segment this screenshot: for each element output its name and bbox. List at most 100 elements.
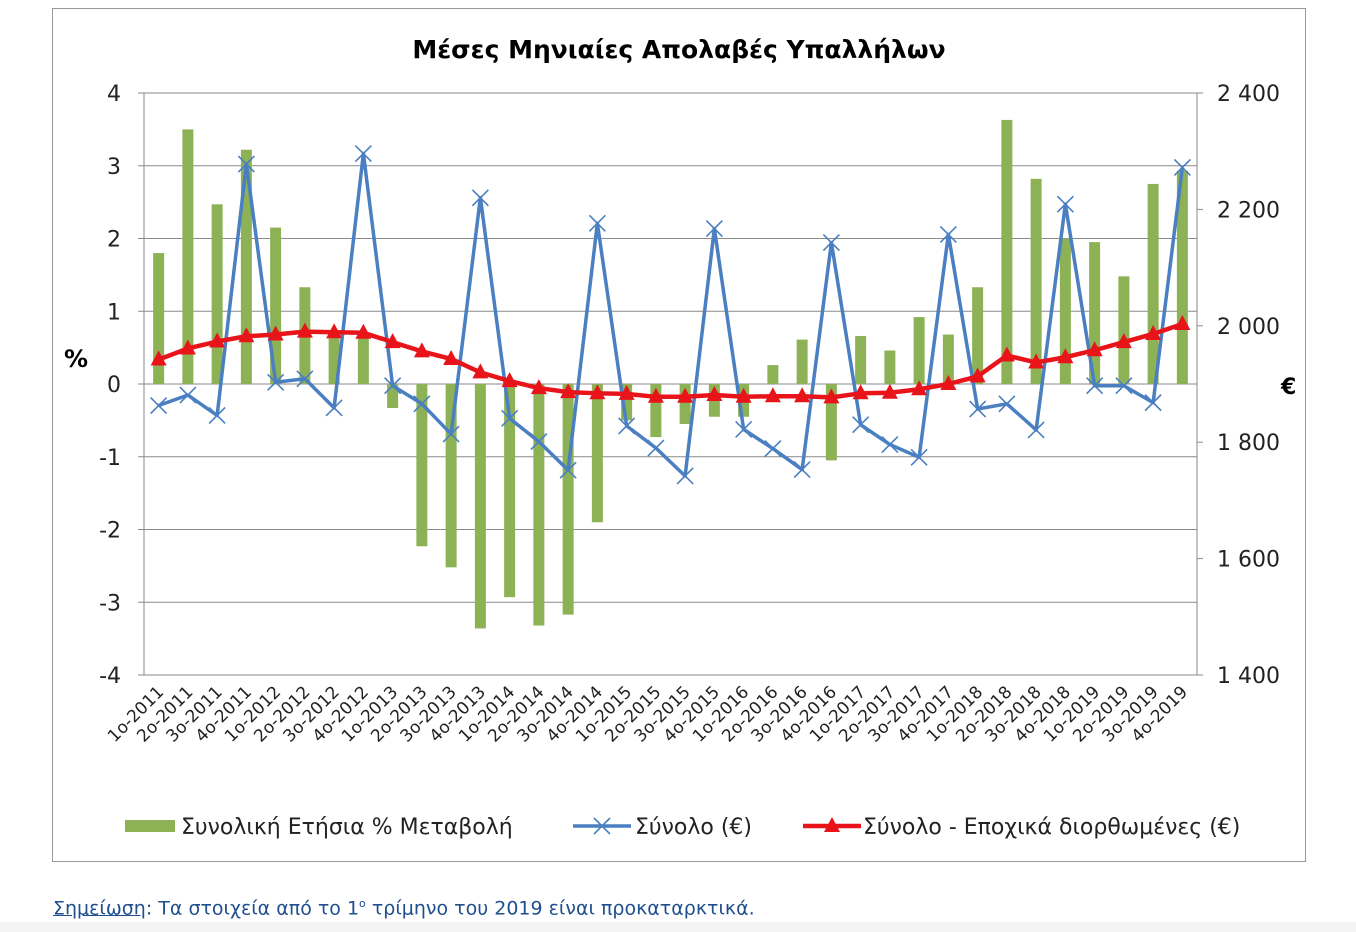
marker-stroke	[1056, 195, 1074, 213]
marker-stroke	[1086, 377, 1104, 395]
point-marker-triangle	[589, 384, 606, 400]
point-marker-triangle	[764, 387, 781, 403]
bar	[270, 227, 282, 384]
note-link[interactable]: Σημείωση	[53, 897, 146, 920]
point-marker-triangle	[823, 388, 840, 404]
point-marker-triangle	[1145, 324, 1162, 340]
point-marker-x	[1086, 377, 1104, 395]
bar	[884, 350, 896, 384]
note-text-before: : Τα στοιχεία από το 1	[145, 897, 360, 920]
point-marker-triangle	[677, 387, 694, 403]
marker-stroke	[208, 406, 226, 424]
bar	[562, 384, 574, 615]
point-marker-triangle	[969, 367, 986, 383]
note-text-after: τρίμηνο του 2019 είναι προκαταρκτικά.	[365, 897, 755, 920]
point-marker-triangle	[501, 372, 518, 388]
point-marker-x	[910, 448, 928, 466]
bar	[591, 384, 603, 523]
left-tick-label: -3	[99, 591, 121, 616]
bar	[328, 333, 340, 384]
point-marker-x	[764, 440, 782, 458]
marker-stroke	[384, 377, 402, 395]
bar	[1176, 170, 1188, 384]
marker-stroke	[1173, 158, 1191, 177]
point-marker-triangle	[940, 375, 957, 390]
left-tick-label: 1	[107, 300, 121, 325]
point-marker-x	[559, 461, 577, 479]
point-marker-x	[325, 399, 343, 417]
point-marker-triangle	[1086, 341, 1103, 357]
point-marker-x	[1173, 158, 1191, 177]
point-marker-triangle	[150, 350, 167, 366]
bar	[855, 335, 867, 384]
point-marker-x	[1115, 377, 1133, 395]
point-marker-x	[530, 433, 548, 451]
point-marker-x	[179, 386, 197, 404]
point-marker-triangle	[355, 323, 372, 339]
point-marker-triangle	[1174, 315, 1191, 331]
point-marker-x	[237, 155, 255, 173]
point-marker-x	[296, 370, 314, 388]
point-marker-triangle	[911, 380, 928, 396]
left-tick-label: 2	[107, 228, 121, 253]
point-marker-x	[822, 234, 840, 252]
bar	[796, 339, 808, 384]
marker-stroke	[647, 439, 665, 457]
point-marker-x	[1027, 421, 1045, 439]
legend-label-total: Σύνολο (€)	[635, 815, 752, 840]
marker-stroke	[413, 395, 431, 413]
point-marker-triangle	[852, 384, 869, 400]
point-marker-triangle	[296, 322, 313, 338]
point-marker-triangle	[998, 346, 1015, 362]
marker-stroke	[588, 214, 606, 232]
bar	[1059, 238, 1071, 384]
left-tick-label: -2	[99, 519, 121, 544]
point-marker-x	[705, 220, 723, 238]
left-tick-label: 0	[107, 373, 121, 398]
marker-stroke	[354, 144, 372, 163]
point-marker-x	[208, 406, 226, 424]
legend-marker-triangle	[824, 817, 840, 832]
note-superscript: ο	[359, 897, 366, 910]
bar	[1147, 183, 1159, 384]
left-tick-label: -1	[99, 446, 121, 471]
point-marker-triangle	[647, 387, 664, 403]
legend-label-seasonal: Σύνολο - Εποχικά διορθωμένες (€)	[863, 815, 1240, 840]
point-marker-x	[676, 467, 694, 485]
point-marker-triangle	[618, 384, 635, 400]
right-tick-label: 1 600	[1217, 548, 1280, 573]
series-line-total	[158, 151, 1185, 478]
marker-stroke	[998, 395, 1016, 413]
point-marker-triangle	[1115, 333, 1132, 349]
marker-stroke	[501, 409, 519, 427]
point-marker-x	[588, 214, 606, 232]
chart-frame: Μέσες Μηνιαίες Απολαβές Υπαλλήλων 4 3 2 1 0 -1…	[52, 8, 1306, 862]
point-marker-triangle	[706, 386, 723, 402]
marker-stroke	[1144, 394, 1162, 412]
page-bottom-strip	[0, 922, 1356, 932]
marker-stroke	[822, 234, 840, 252]
bar	[445, 384, 457, 568]
point-marker-x	[735, 420, 753, 438]
bar	[504, 384, 516, 598]
point-marker-triangle	[881, 383, 898, 399]
marker-stroke	[150, 396, 168, 415]
point-marker-triangle	[1057, 348, 1074, 364]
left-tick-label: -4	[99, 664, 121, 689]
marker-stroke	[325, 399, 343, 417]
marker-stroke	[735, 420, 753, 438]
chart-title: Μέσες Μηνιαίες Απολαβές Υπαλλήλων	[412, 35, 945, 64]
bar	[1001, 119, 1013, 384]
marker-stroke	[793, 460, 811, 479]
point-marker-x	[501, 409, 519, 427]
point-marker-triangle	[209, 332, 226, 348]
footnote: Σημείωση: Τα στοιχεία από το 1ο τρίμηνο …	[53, 897, 755, 919]
point-marker-triangle	[530, 379, 547, 395]
point-marker-x	[354, 144, 372, 163]
point-marker-x	[471, 189, 489, 207]
marker-stroke	[471, 189, 489, 207]
chart-svg: Μέσες Μηνιαίες Απολαβές Υπαλλήλων 4 3 2 1 0 -1…	[64, 35, 1296, 840]
bar	[942, 334, 954, 384]
point-marker-x	[1056, 195, 1074, 213]
bar	[533, 384, 545, 626]
